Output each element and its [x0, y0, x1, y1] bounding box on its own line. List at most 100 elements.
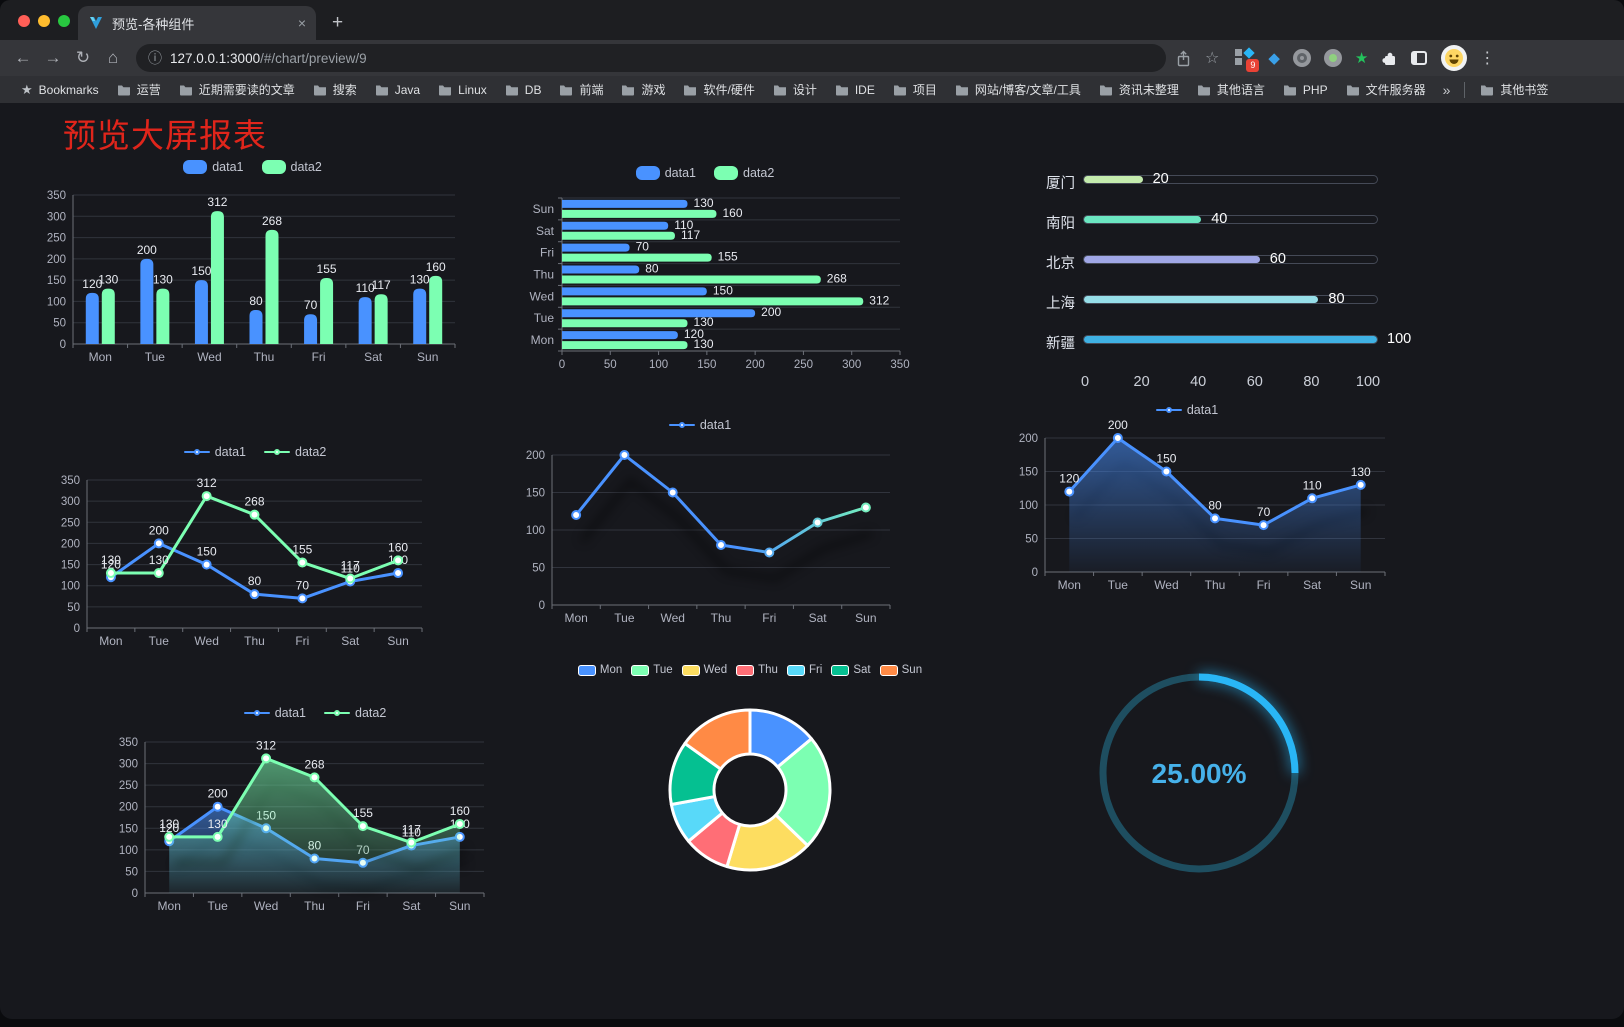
legend-item-data2[interactable]: data2: [714, 166, 774, 180]
legend-item-Sat[interactable]: Sat: [831, 664, 871, 676]
bookmark-folder[interactable]: 资讯未整理: [1090, 81, 1188, 98]
bookmark-folder[interactable]: PHP: [1274, 83, 1337, 97]
reload-button[interactable]: ↻: [75, 48, 91, 67]
gem-extension-icon[interactable]: ◆: [1268, 50, 1280, 67]
bookmark-folder[interactable]: 软件/硬件: [674, 81, 763, 98]
svg-text:117: 117: [341, 559, 360, 573]
profile-avatar[interactable]: [1441, 45, 1468, 71]
city-progress-chart[interactable]: 厦门 20 南阳 40 北京 60 上海 80 新疆 100 0 20 40 60 80 100: [1000, 158, 1411, 398]
donut-pie-chart[interactable]: Mon Tue Wed Thu Fri Sat Sun: [565, 658, 935, 893]
bookmark-folder[interactable]: 近期需要读的文章: [170, 81, 304, 98]
window-close-button[interactable]: [18, 15, 30, 27]
grouped-bar-chart[interactable]: data1 data2 0 50 100 150 200 250 300 350 Mon Tue Wed…: [40, 155, 465, 379]
evernote-extension-icon[interactable]: ★: [1354, 50, 1369, 67]
svg-text:Mon: Mon: [89, 350, 112, 364]
new-tab-button[interactable]: +: [332, 12, 344, 33]
share-icon[interactable]: [1176, 50, 1191, 67]
svg-text:110: 110: [1303, 478, 1322, 492]
browser-menu-icon[interactable]: ⋮: [1479, 50, 1496, 67]
svg-text:160: 160: [426, 260, 446, 274]
svg-text:130: 130: [208, 817, 228, 831]
svg-text:70: 70: [304, 298, 318, 312]
browser-tab[interactable]: 预览-各种组件 ×: [78, 6, 316, 40]
line-area-single-chart[interactable]: data1 0 50 100 150 200 Mon Tue Wed Thu Fri Sat Sun 12…: [985, 400, 1389, 612]
bookmark-star-icon[interactable]: ☆: [1205, 50, 1220, 67]
bookmark-folder[interactable]: Java: [366, 83, 429, 97]
legend-swatch: [183, 449, 210, 455]
legend-label: data2: [290, 160, 322, 174]
svg-text:250: 250: [61, 517, 80, 529]
forward-button[interactable]: →: [44, 48, 62, 67]
grouped-hbar-chart[interactable]: data1 data2 Sun Sat Fri Thu Wed Tue Mon 0 50 100 150…: [500, 160, 910, 380]
line-area-double-chart[interactable]: data1 data2 0 50 100 150 200 250 300 350 Mon Tue Wed…: [105, 700, 525, 926]
legend-item-data1[interactable]: data1: [668, 418, 732, 432]
bookmark-folder[interactable]: 文件服务器: [1337, 81, 1435, 98]
legend-item-Sun[interactable]: Sun: [879, 664, 922, 676]
legend-label: data2: [295, 445, 327, 459]
line-two-series-chart[interactable]: data1 data2 0 50 100 150 200 250 300 350 Mon Tue Wed…: [45, 440, 465, 662]
svg-text:50: 50: [604, 359, 617, 371]
tab-strip: 预览-各种组件 × +: [0, 0, 1624, 40]
bookmark-folder[interactable]: Linux: [429, 83, 496, 97]
svg-text:200: 200: [526, 450, 545, 462]
progress-gauge-canvas: 25.00%: [1099, 673, 1299, 873]
bookmark-folder[interactable]: 项目: [884, 81, 946, 98]
legend-item-Wed[interactable]: Wed: [681, 664, 727, 676]
legend-item-Tue[interactable]: Tue: [631, 664, 673, 676]
chart-legend: Mon Tue Wed Thu Fri Sat Sun: [565, 664, 935, 676]
legend-item-data1[interactable]: data1: [183, 160, 244, 174]
svg-text:200: 200: [208, 787, 228, 801]
legend-item-data1[interactable]: data1: [183, 445, 246, 459]
site-info-icon[interactable]: ⓘ: [148, 50, 162, 66]
bookmark-folder[interactable]: 网站/博客/文章/工具: [946, 81, 1090, 98]
legend-item-Fri[interactable]: Fri: [786, 664, 822, 676]
bookmarks-manager-item[interactable]: ★ Bookmarks: [12, 82, 108, 98]
legend-item-data1[interactable]: data1: [243, 706, 306, 720]
axis-tick-label: 40: [1190, 374, 1207, 390]
url-text: 127.0.0.1:3000/#/chart/preview/9: [170, 51, 367, 66]
bookmark-folder[interactable]: 运营: [108, 81, 170, 98]
legend-label: data1: [699, 418, 732, 432]
bookmark-folder[interactable]: DB: [496, 83, 551, 97]
bookmark-folder[interactable]: 前端: [550, 81, 612, 98]
other-bookmarks-folder[interactable]: 其他书签: [1471, 81, 1557, 98]
svg-text:130: 130: [98, 273, 118, 287]
bookmark-label: 设计: [792, 83, 817, 97]
bookmark-folder[interactable]: IDE: [826, 83, 884, 97]
bookmark-label: 前端: [579, 83, 604, 97]
emoji-face-icon: [1445, 49, 1464, 67]
legend-item-data2[interactable]: data2: [264, 445, 326, 459]
svg-text:155: 155: [317, 262, 337, 276]
grouped-bar-canvas: 0 50 100 150 200 250 300 350 Mon Tue Wed Thu Fri Sat S…: [47, 190, 456, 364]
bookmark-folder[interactable]: 游戏: [612, 81, 674, 98]
legend-item-data1[interactable]: data1: [1155, 403, 1218, 417]
extensions-puzzle-icon[interactable]: [1381, 50, 1398, 67]
side-panel-icon[interactable]: [1411, 51, 1428, 65]
legend-item-Mon[interactable]: Mon: [577, 664, 622, 676]
address-bar[interactable]: ⓘ 127.0.0.1:3000/#/chart/preview/9: [136, 44, 1166, 72]
legend-item-data2[interactable]: data2: [261, 160, 322, 174]
progress-gauge-chart[interactable]: 25.00%: [1095, 663, 1305, 878]
window-zoom-button[interactable]: [58, 15, 70, 27]
window-minimize-button[interactable]: [38, 15, 50, 27]
bookmarks-overflow-button[interactable]: »: [1442, 81, 1451, 98]
svg-text:Sun: Sun: [1350, 578, 1371, 592]
svg-text:Tue: Tue: [145, 350, 166, 364]
recorder-extension-icon[interactable]: [1323, 49, 1342, 67]
svg-text:Sun: Sun: [449, 899, 470, 913]
legend-item-data1[interactable]: data1: [635, 166, 696, 180]
back-button[interactable]: ←: [14, 48, 32, 67]
city-label: 新疆: [1046, 336, 1075, 352]
bookmark-folder[interactable]: 搜索: [304, 81, 366, 98]
bookmark-folder[interactable]: 设计: [764, 81, 826, 98]
wheel-extension-icon[interactable]: [1292, 49, 1311, 67]
home-button[interactable]: ⌂: [107, 48, 119, 67]
svg-text:300: 300: [47, 211, 66, 223]
line-gradient-chart[interactable]: data1 0 50 100 150 200 Mon Tue Wed Thu Fri Sat Sun: [495, 413, 905, 639]
tab-close-icon[interactable]: ×: [297, 15, 306, 31]
bookmark-folder[interactable]: 其他语言: [1188, 81, 1274, 98]
legend-item-data2[interactable]: data2: [324, 706, 386, 720]
tab-manager-extension-icon[interactable]: 9: [1235, 47, 1260, 72]
axis-tick-label: 60: [1246, 374, 1263, 390]
legend-item-Thu[interactable]: Thu: [736, 664, 778, 676]
